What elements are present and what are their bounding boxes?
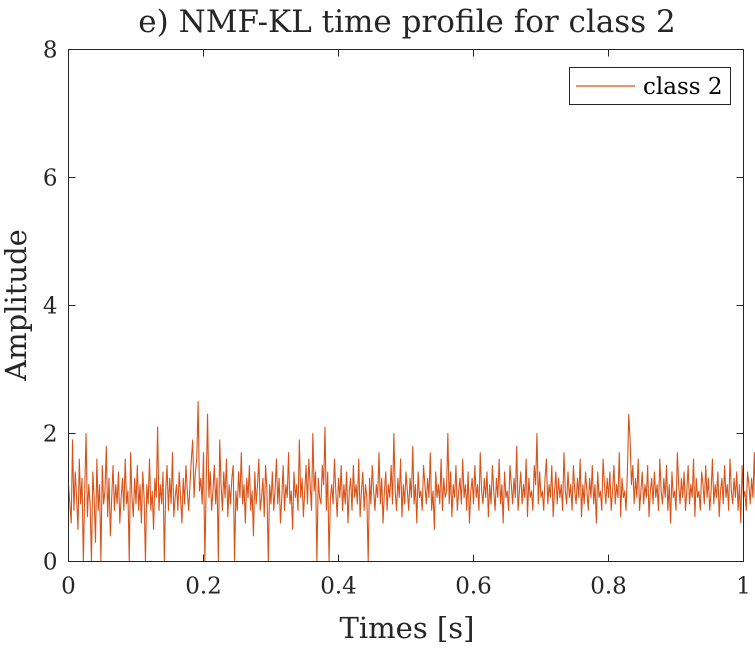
x-tick-label: 0.6 xyxy=(455,574,492,600)
x-tick-label: 0.4 xyxy=(320,574,357,600)
x-tick-label: 0.8 xyxy=(590,574,627,600)
series-layer xyxy=(67,400,755,563)
y-tick-label: 6 xyxy=(43,166,58,192)
legend: class 2 xyxy=(569,67,731,105)
x-tick-label: 1 xyxy=(736,574,751,600)
y-axis: 0 2 4 6 8 xyxy=(43,38,744,576)
series-line-1 xyxy=(67,400,755,563)
x-axis: 0 0.2 0.4 0.6 0.8 1 xyxy=(61,49,751,600)
y-axis-label: Amplitude xyxy=(0,229,33,382)
chart-title: e) NMF-KL time profile for class 2 xyxy=(138,4,675,40)
y-tick-label: 4 xyxy=(43,294,58,320)
legend-label: class 2 xyxy=(643,74,723,100)
x-tick-label: 0 xyxy=(61,574,76,600)
y-tick-label: 0 xyxy=(43,550,58,576)
x-tick-label: 0.2 xyxy=(185,574,222,600)
y-tick-label: 2 xyxy=(43,422,58,448)
y-tick-label: 8 xyxy=(43,38,58,64)
x-axis-label: Times [s] xyxy=(340,611,475,645)
